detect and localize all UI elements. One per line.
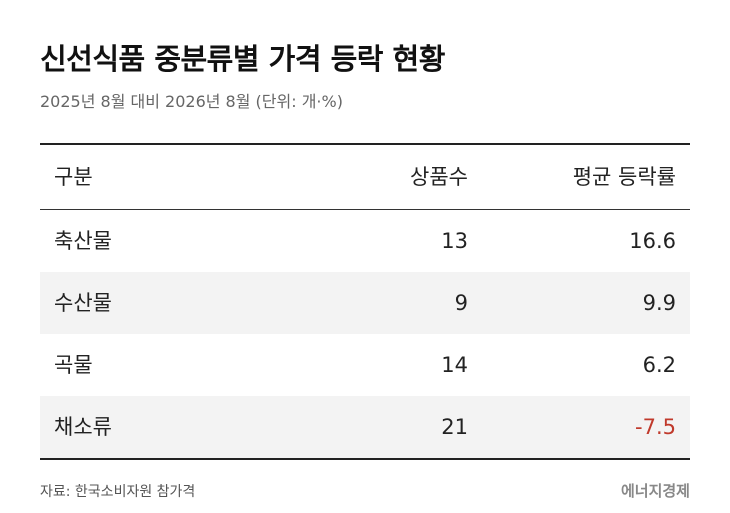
chart-title: 신선식품 중분류별 가격 등락 현황 [40,42,445,76]
data-table: 구분 상품수 평균 등락률 축산물 13 16.6 수산물 9 9.9 곡물 1… [40,143,690,460]
row-avg-change: 16.6 [629,229,676,253]
source-note: 자료: 한국소비자원 참가격 [40,484,196,500]
chart-subtitle: 2025년 8월 대비 2026년 8월 (단위: 개·%) [40,92,343,111]
row-avg-change-negative: -7.5 [635,415,676,439]
row-count: 14 [441,353,468,377]
table-header-row: 구분 상품수 평균 등락률 [40,145,690,210]
header-category: 구분 [54,165,93,189]
row-count: 21 [441,415,468,439]
row-category: 곡물 [54,353,93,377]
row-count: 9 [454,291,468,315]
publisher-logo: 에너지경제 [620,482,690,500]
table-row: 수산물 9 9.9 [40,272,690,334]
row-category: 채소류 [54,415,112,439]
row-category: 축산물 [54,229,112,253]
table-row: 축산물 13 16.6 [40,210,690,272]
header-count: 상품수 [410,165,468,189]
table-row: 곡물 14 6.2 [40,334,690,396]
header-avg-change: 평균 등락률 [572,165,676,189]
row-avg-change: 9.9 [642,291,676,315]
row-count: 13 [441,229,468,253]
table-row: 채소류 21 -7.5 [40,396,690,458]
row-avg-change: 6.2 [642,353,676,377]
row-category: 수산물 [54,291,112,315]
